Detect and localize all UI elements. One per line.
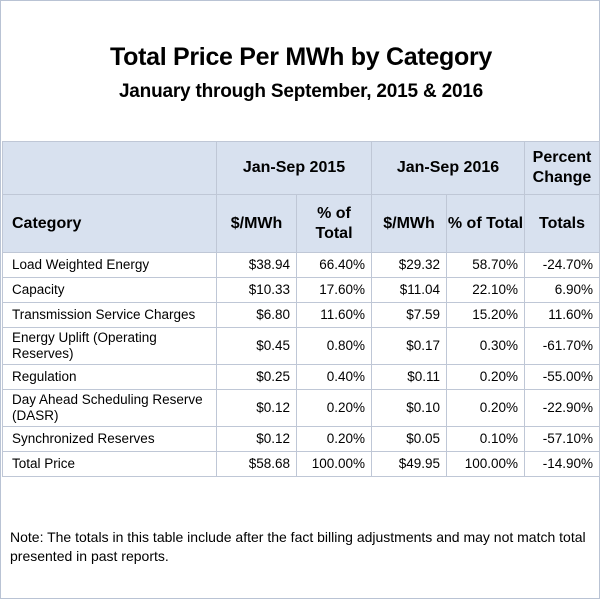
cell-pct-2015: 66.40% [296,252,372,278]
table-row: Load Weighted Energy $38.94 66.40% $29.3… [2,252,600,278]
cell-mwh-2015: $58.68 [216,451,297,477]
cell-mwh-2016: $7.59 [371,302,447,328]
header-totals: Totals [524,194,600,253]
cell-pct-2016: 100.00% [446,451,525,477]
cell-mwh-2016: $11.04 [371,277,447,303]
table-row: Regulation $0.25 0.40% $0.11 0.20% -55.0… [2,364,600,390]
cell-pct-2015: 11.60% [296,302,372,328]
cell-pct-2015: 17.60% [296,277,372,303]
cell-totals: -22.90% [524,389,600,427]
cell-totals: -57.10% [524,426,600,452]
cell-pct-2016: 58.70% [446,252,525,278]
cell-pct-2015: 0.40% [296,364,372,390]
cell-category: Transmission Service Charges [2,302,217,328]
cell-totals: -24.70% [524,252,600,278]
cell-mwh-2015: $38.94 [216,252,297,278]
cell-totals: -55.00% [524,364,600,390]
table-row: Synchronized Reserves $0.12 0.20% $0.05 … [2,426,600,452]
header-category: Category [2,194,217,253]
table-title: Total Price Per MWh by Category [110,43,492,71]
table-row: Transmission Service Charges $6.80 11.60… [2,302,600,328]
cell-pct-2015: 0.20% [296,426,372,452]
table-row: Energy Uplift (Operating Reserves) $0.45… [2,327,600,365]
cell-mwh-2016: $0.10 [371,389,447,427]
table-row: Capacity $10.33 17.60% $11.04 22.10% 6.9… [2,277,600,303]
table-subtitle: January through September, 2015 & 2016 [118,81,484,102]
cell-totals: 6.90% [524,277,600,303]
cell-mwh-2016: $0.17 [371,327,447,365]
header-mwh-2015: $/MWh [216,194,297,253]
cell-pct-2015: 100.00% [296,451,372,477]
header-group-2015: Jan-Sep 2015 [216,141,372,195]
header-row-groups: Jan-Sep 2015 Jan-Sep 2016 Percent Change [2,141,600,195]
table-row-total: Total Price $58.68 100.00% $49.95 100.00… [2,451,600,477]
cell-mwh-2015: $10.33 [216,277,297,303]
header-pct-2015: % of Total [296,194,372,253]
cell-mwh-2015: $0.25 [216,364,297,390]
cell-pct-2016: 22.10% [446,277,525,303]
header-percent-change: Percent Change [524,141,600,195]
header-group-2016: Jan-Sep 2016 [371,141,525,195]
cell-mwh-2015: $0.12 [216,389,297,427]
footnote: Note: The totals in this table include a… [10,529,586,564]
header-mwh-2016: $/MWh [371,194,447,253]
cell-category: Total Price [2,451,217,477]
table-row: Day Ahead Scheduling Reserve (DASR) $0.1… [2,389,600,427]
cell-category: Energy Uplift (Operating Reserves) [2,327,217,365]
cell-pct-2016: 0.30% [446,327,525,365]
cell-mwh-2016: $0.05 [371,426,447,452]
cell-category: Day Ahead Scheduling Reserve (DASR) [2,389,217,427]
cell-pct-2015: 0.20% [296,389,372,427]
cell-mwh-2016: $49.95 [371,451,447,477]
header-row-columns: Category $/MWh % of Total $/MWh % of Tot… [2,194,600,253]
cell-mwh-2016: $0.11 [371,364,447,390]
cell-totals: 11.60% [524,302,600,328]
header-pct-2016: % of Total [446,194,525,253]
cell-totals: -14.90% [524,451,600,477]
cell-pct-2016: 0.20% [446,364,525,390]
cell-pct-2016: 0.10% [446,426,525,452]
cell-category: Capacity [2,277,217,303]
cell-pct-2015: 0.80% [296,327,372,365]
cell-pct-2016: 0.20% [446,389,525,427]
cell-mwh-2015: $6.80 [216,302,297,328]
price-table: Jan-Sep 2015 Jan-Sep 2016 Percent Change… [2,141,600,477]
cell-mwh-2015: $0.45 [216,327,297,365]
cell-category: Regulation [2,364,217,390]
cell-mwh-2015: $0.12 [216,426,297,452]
cell-totals: -61.70% [524,327,600,365]
cell-pct-2016: 15.20% [446,302,525,328]
cell-mwh-2016: $29.32 [371,252,447,278]
cell-category: Synchronized Reserves [2,426,217,452]
header-blank-cell [2,141,217,195]
cell-category: Load Weighted Energy [2,252,217,278]
